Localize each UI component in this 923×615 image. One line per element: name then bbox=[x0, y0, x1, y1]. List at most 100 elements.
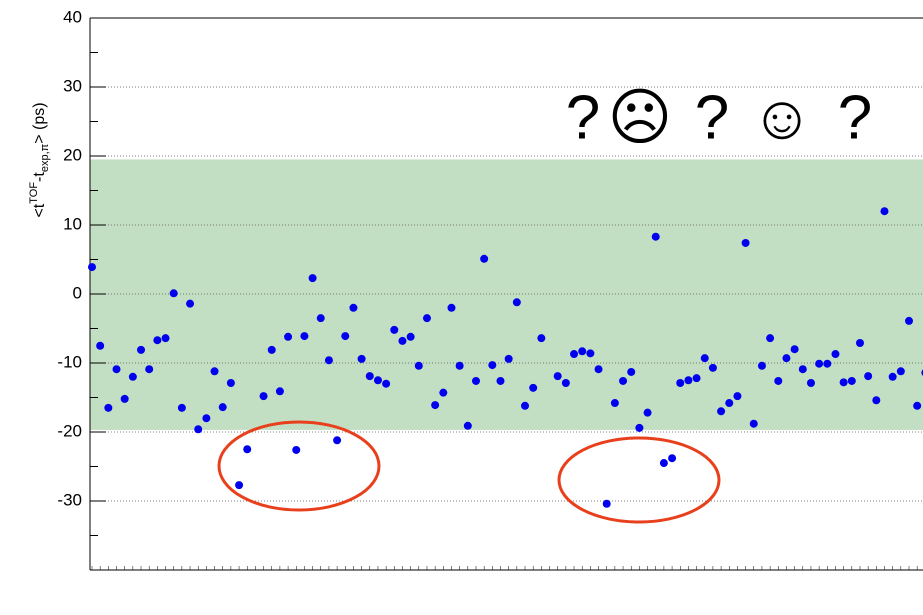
annotation: ? bbox=[566, 83, 600, 152]
y-tick-label: 0 bbox=[73, 283, 82, 302]
data-point bbox=[422, 314, 431, 323]
data-point bbox=[602, 499, 611, 508]
y-axis-label: <tTOF-texp,π> (ps) bbox=[28, 102, 51, 217]
data-point bbox=[610, 399, 619, 408]
data-point bbox=[676, 379, 685, 388]
data-point bbox=[390, 325, 399, 334]
data-point bbox=[284, 332, 293, 341]
data-point bbox=[521, 401, 530, 410]
data-point bbox=[864, 372, 873, 381]
data-point bbox=[619, 376, 628, 385]
data-point bbox=[431, 401, 440, 410]
y-tick-label: 10 bbox=[63, 214, 82, 233]
data-point bbox=[235, 481, 244, 490]
data-point bbox=[757, 361, 766, 370]
data-point bbox=[349, 303, 358, 312]
y-tick-label: -20 bbox=[57, 421, 82, 440]
data-point bbox=[365, 372, 374, 381]
data-point bbox=[553, 372, 562, 381]
data-point bbox=[659, 459, 668, 468]
data-point bbox=[855, 338, 864, 347]
data-point bbox=[398, 336, 407, 345]
data-point bbox=[766, 334, 775, 343]
data-point bbox=[643, 408, 652, 417]
data-point bbox=[88, 263, 96, 272]
data-point bbox=[823, 359, 832, 368]
data-point bbox=[896, 367, 905, 376]
data-point bbox=[504, 354, 513, 363]
data-point bbox=[169, 289, 178, 298]
data-point bbox=[259, 392, 268, 401]
data-point bbox=[194, 425, 203, 434]
data-point bbox=[872, 396, 881, 405]
data-point bbox=[806, 379, 815, 388]
data-point bbox=[382, 379, 391, 388]
data-point bbox=[668, 454, 677, 463]
data-point bbox=[186, 299, 195, 308]
data-point bbox=[455, 361, 464, 370]
data-point bbox=[782, 354, 791, 363]
data-point bbox=[145, 365, 154, 374]
y-tick-label: 40 bbox=[63, 7, 82, 26]
data-point bbox=[243, 445, 252, 454]
annotation: ? bbox=[838, 83, 872, 152]
data-point bbox=[905, 316, 913, 325]
data-point bbox=[275, 387, 284, 396]
tolerance-band bbox=[90, 159, 923, 430]
data-point bbox=[210, 367, 219, 376]
data-point bbox=[741, 238, 750, 247]
data-point bbox=[161, 334, 170, 343]
highlight-ellipse bbox=[557, 436, 721, 524]
data-point bbox=[635, 423, 644, 432]
data-point bbox=[586, 349, 595, 358]
data-point bbox=[798, 365, 807, 374]
data-point bbox=[414, 361, 423, 370]
y-tick-label: 20 bbox=[63, 145, 82, 164]
data-point bbox=[529, 383, 538, 392]
annotation: ☺ bbox=[750, 83, 813, 152]
data-point bbox=[177, 403, 186, 412]
data-point bbox=[815, 359, 824, 368]
data-point bbox=[684, 376, 693, 385]
data-point bbox=[700, 354, 709, 363]
data-point bbox=[471, 376, 480, 385]
data-point bbox=[749, 419, 758, 428]
data-point bbox=[537, 334, 546, 343]
data-point bbox=[708, 363, 717, 372]
annotation: ☹ bbox=[608, 83, 673, 152]
data-point bbox=[292, 445, 301, 454]
data-point bbox=[406, 332, 415, 341]
data-point bbox=[913, 401, 922, 410]
y-tick-label: -30 bbox=[57, 490, 82, 509]
data-point bbox=[324, 356, 333, 365]
data-point bbox=[218, 403, 227, 412]
data-point bbox=[651, 232, 660, 241]
data-point bbox=[153, 336, 162, 345]
data-point bbox=[627, 367, 636, 376]
data-point bbox=[717, 407, 726, 416]
data-point bbox=[594, 365, 603, 374]
data-point bbox=[847, 376, 856, 385]
data-point bbox=[308, 274, 317, 283]
data-point bbox=[226, 379, 235, 388]
data-point bbox=[488, 361, 497, 370]
data-point bbox=[463, 421, 472, 430]
data-point bbox=[888, 372, 897, 381]
data-point bbox=[831, 350, 840, 359]
data-point bbox=[373, 376, 382, 385]
data-point bbox=[104, 403, 113, 412]
data-point bbox=[561, 379, 570, 388]
data-point bbox=[496, 376, 505, 385]
data-point bbox=[578, 347, 587, 356]
data-point bbox=[96, 341, 105, 350]
data-point bbox=[112, 365, 121, 374]
data-point bbox=[570, 350, 579, 359]
band-layer bbox=[90, 159, 923, 430]
data-point bbox=[512, 298, 521, 307]
data-point bbox=[333, 436, 342, 445]
data-point bbox=[447, 303, 456, 312]
y-tick-label: -10 bbox=[57, 352, 82, 371]
data-point bbox=[692, 374, 701, 383]
data-point bbox=[267, 345, 276, 354]
data-point bbox=[137, 345, 146, 354]
